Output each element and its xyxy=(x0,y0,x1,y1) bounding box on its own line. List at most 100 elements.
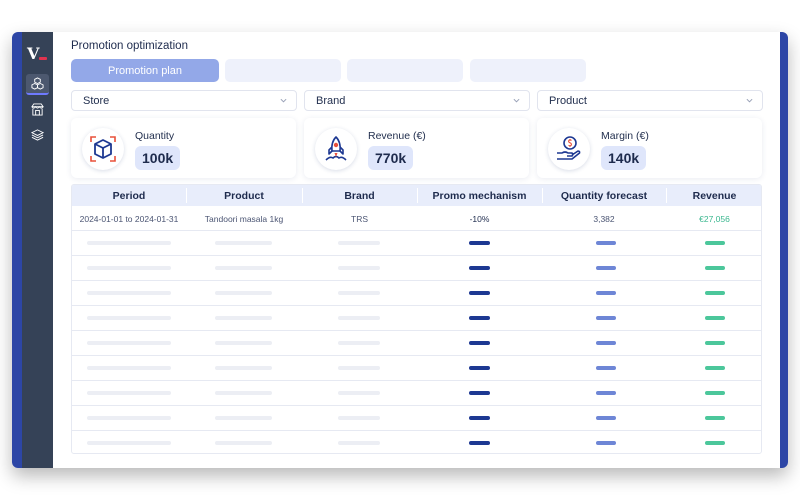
column-header-product[interactable]: Product xyxy=(224,189,264,202)
cell-promo-mechanism: -10% xyxy=(469,213,490,224)
skeleton-bar xyxy=(338,366,380,370)
chevron-down-icon xyxy=(746,98,753,103)
skeleton-bar xyxy=(215,241,272,245)
skeleton-bar xyxy=(338,341,380,345)
tab-4[interactable] xyxy=(470,59,586,82)
skeleton-bar xyxy=(338,266,380,270)
column-header-quantity-forecast[interactable]: Quantity forecast xyxy=(560,189,648,202)
column-header-brand[interactable]: Brand xyxy=(344,189,375,202)
window-right-accent xyxy=(780,32,788,468)
column-header-promo-mechanism[interactable]: Promo mechanism xyxy=(432,189,527,202)
column-divider xyxy=(417,188,418,203)
chevron-down-icon xyxy=(513,98,520,103)
rocket-icon xyxy=(325,136,347,161)
table-row[interactable]: 2024-01-01 to 2024-01-31 Tandoori masala… xyxy=(72,206,761,231)
cell-period: 2024-01-01 to 2024-01-31 xyxy=(79,213,179,224)
logo-accent xyxy=(39,57,47,60)
skeleton-bar xyxy=(596,391,616,395)
promotion-table: Period Product Brand Promo mechanism Qua… xyxy=(71,184,762,454)
column-divider xyxy=(186,188,187,203)
chevron-down-icon xyxy=(280,98,287,103)
skeleton-bar xyxy=(469,441,490,445)
sidebar: V xyxy=(22,32,53,468)
skeleton-bar xyxy=(215,316,272,320)
window-left-accent xyxy=(12,32,24,468)
skeleton-bar xyxy=(705,266,725,270)
skeleton-bar xyxy=(87,266,171,270)
skeleton-bar xyxy=(87,416,171,420)
main-content: Promotion optimization Promotion plan St… xyxy=(53,32,780,468)
sidebar-item-stores[interactable] xyxy=(26,99,49,120)
skeleton-bar xyxy=(338,441,380,445)
skeleton-bar xyxy=(215,416,272,420)
skeleton-bar xyxy=(469,316,490,320)
kpi-label: Quantity xyxy=(135,130,175,142)
brand-filter[interactable]: Brand xyxy=(304,90,530,111)
skeleton-bar xyxy=(87,291,171,295)
column-header-period[interactable]: Period xyxy=(112,189,146,202)
skeleton-bar xyxy=(338,241,380,245)
skeleton-bar xyxy=(469,266,490,270)
table-row-placeholder xyxy=(72,331,761,356)
skeleton-bar xyxy=(215,291,272,295)
skeleton-bar xyxy=(215,266,272,270)
tab-promotion-plan[interactable]: Promotion plan xyxy=(71,59,219,82)
cell-quantity-forecast: 3,382 xyxy=(593,213,615,224)
box-icon xyxy=(90,136,116,162)
table-row-placeholder xyxy=(72,431,761,453)
skeleton-bar xyxy=(705,316,725,320)
kpi-card-revenue: Revenue (€) 770k xyxy=(304,118,529,178)
skeleton-bar xyxy=(338,291,380,295)
cubes-icon xyxy=(31,77,44,90)
column-divider xyxy=(542,188,543,203)
kpi-value: 100k xyxy=(135,146,181,170)
skeleton-bar xyxy=(215,341,272,345)
cell-revenue: €27,056 xyxy=(699,213,730,224)
skeleton-bar xyxy=(215,391,272,395)
skeleton-bar xyxy=(705,341,725,345)
skeleton-bar xyxy=(469,391,490,395)
tab-3[interactable] xyxy=(347,59,463,82)
skeleton-bar xyxy=(215,441,272,445)
store-filter[interactable]: Store xyxy=(71,90,297,111)
kpi-card-margin: Margin (€) 140k xyxy=(537,118,762,178)
kpi-value: 770k xyxy=(368,146,414,170)
store-filter-label: Store xyxy=(83,94,110,107)
skeleton-bar xyxy=(705,391,725,395)
page-title: Promotion optimization xyxy=(71,40,188,52)
logo-letter: V xyxy=(27,44,40,63)
skeleton-bar xyxy=(596,341,616,345)
skeleton-bar xyxy=(596,241,616,245)
table-row-placeholder xyxy=(72,406,761,431)
skeleton-bar xyxy=(596,316,616,320)
column-header-revenue[interactable]: Revenue xyxy=(692,189,737,202)
table-row-placeholder xyxy=(72,381,761,406)
skeleton-bar xyxy=(469,291,490,295)
skeleton-bar xyxy=(338,391,380,395)
kpi-label: Revenue (€) xyxy=(368,130,426,142)
skeleton-bar xyxy=(596,291,616,295)
skeleton-bar xyxy=(705,441,725,445)
table-row-placeholder xyxy=(72,256,761,281)
sidebar-item-promotions[interactable] xyxy=(26,74,49,95)
skeleton-bar xyxy=(596,441,616,445)
product-filter[interactable]: Product xyxy=(537,90,763,111)
skeleton-bar xyxy=(705,241,725,245)
kpi-value: 140k xyxy=(601,146,647,170)
sidebar-item-layers[interactable] xyxy=(26,124,49,145)
product-filter-label: Product xyxy=(549,94,587,107)
skeleton-bar xyxy=(87,441,171,445)
app-logo[interactable]: V xyxy=(27,44,51,64)
kpi-icon-wrapper xyxy=(315,128,357,170)
skeleton-bar xyxy=(338,316,380,320)
brand-filter-label: Brand xyxy=(316,94,346,107)
skeleton-bar xyxy=(87,316,171,320)
skeleton-bar xyxy=(469,241,490,245)
store-icon xyxy=(31,103,44,116)
tab-2[interactable] xyxy=(225,59,341,82)
skeleton-bar xyxy=(705,366,725,370)
skeleton-bar xyxy=(87,391,171,395)
skeleton-bar xyxy=(596,366,616,370)
skeleton-bar xyxy=(705,416,725,420)
skeleton-bar xyxy=(87,366,171,370)
